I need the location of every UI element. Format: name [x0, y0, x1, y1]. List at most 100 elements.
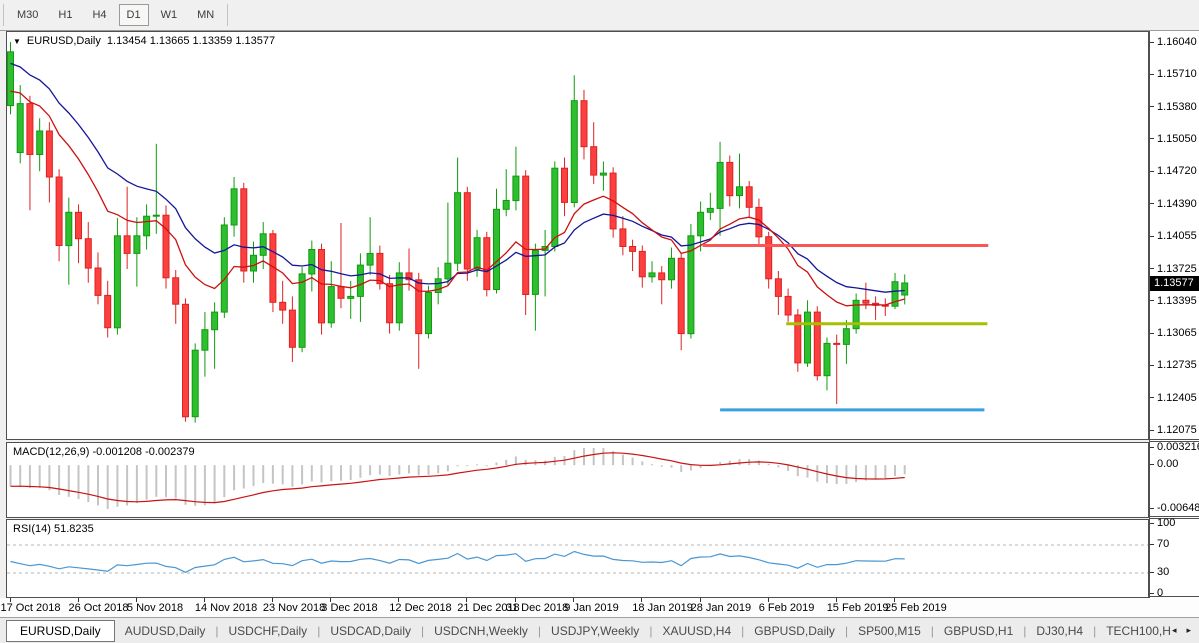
price-scale-axis[interactable]: 1.13577 1.16040 1.15710 1.15380 1.15050 1.14… — [1149, 31, 1199, 617]
date-axis-tick — [135, 598, 137, 602]
chart-tab-dj30-h4[interactable]: DJ30,H4 — [1036, 623, 1084, 638]
chart-ohlc-values: 1.13454 1.13665 1.13359 1.13577 — [106, 35, 276, 47]
macd-histogram-bar — [330, 465, 333, 482]
toolbar-separator — [227, 4, 229, 26]
date-axis-tick — [9, 598, 11, 602]
chart-tab-usdcad-daily[interactable]: USDCAD,Daily — [330, 623, 411, 638]
price-axis-label: 1.12405 — [1157, 391, 1197, 404]
macd-histogram-bar — [126, 465, 129, 506]
macd-histogram-bar — [262, 465, 265, 483]
date-axis-label: 28 Jan 2019 — [690, 602, 752, 614]
date-axis-label: 14 Nov 2018 — [194, 602, 258, 614]
macd-histogram-bar — [369, 465, 372, 476]
price-axis-label: 1.16040 — [1157, 36, 1197, 48]
tab-scroll-right-icon[interactable]: ▸ — [1186, 625, 1191, 635]
tab-separator: | — [317, 623, 321, 638]
date-axis-label: 6 Feb 2019 — [758, 602, 815, 614]
timeframe-button-w1[interactable]: W1 — [160, 9, 178, 21]
chart-tab-sp500-m15[interactable]: SP500,M15 — [858, 623, 921, 638]
timeframe-button-h4[interactable]: H4 — [92, 9, 107, 21]
macd-histogram-bar — [359, 465, 362, 478]
candle-body — [852, 299, 860, 330]
macd-histogram-bar — [67, 465, 70, 497]
candle-body — [512, 175, 520, 202]
macd-histogram-bar — [845, 465, 848, 484]
chart-tab-audusd-daily[interactable]: AUDUSD,Daily — [124, 623, 206, 638]
candle-body — [415, 279, 423, 335]
candle-body — [502, 200, 510, 210]
date-axis-label: 18 Jan 2019 — [632, 602, 693, 614]
candle-body — [774, 278, 782, 297]
macd-axis-label: -0.006485 — [1157, 502, 1199, 514]
rsi-value: 51.8235 — [53, 523, 94, 535]
macd-histogram-bar — [378, 465, 381, 475]
chart-tab-bar: EURUSD,Daily AUDUSD,Daily | USDCHF,Daily | US… — [0, 617, 1199, 643]
macd-signal-line — [10, 452, 905, 504]
date-axis-label: 21 Dec 2018 — [457, 602, 520, 614]
macd-histogram-bar — [524, 459, 527, 466]
chart-tab-tech100-h[interactable]: TECH100,H — [1106, 623, 1171, 638]
candle-body — [191, 349, 199, 418]
price-axis-tick — [1150, 235, 1154, 237]
price-axis-label: 1.14390 — [1157, 197, 1197, 210]
candle-body — [599, 172, 607, 176]
macd-histogram-bar — [87, 465, 90, 503]
price-axis-tick — [1150, 41, 1154, 43]
macd-histogram-bar — [301, 465, 304, 485]
candlestick-chart[interactable] — [7, 32, 1148, 439]
chart-tab-usdchf-daily[interactable]: USDCHF,Daily — [228, 623, 308, 638]
macd-histogram-bar — [612, 451, 615, 466]
price-axis-label: 1.13725 — [1157, 262, 1197, 275]
chart-tab-eurusd-daily[interactable]: EURUSD,Daily — [6, 619, 115, 642]
price-axis-tick — [1150, 332, 1154, 334]
candle-body — [590, 146, 598, 176]
macd-histogram-bar — [203, 465, 206, 506]
timeframe-button-d1[interactable]: D1 — [118, 4, 149, 26]
timeframe-button-mn[interactable]: MN — [197, 9, 215, 21]
candle-body — [259, 233, 267, 256]
macd-histogram-bar — [787, 465, 790, 471]
macd-chart[interactable] — [7, 443, 1148, 517]
rsi-label: RSI(14) 51.8235 — [13, 523, 94, 535]
candle-body — [842, 328, 850, 345]
macd-axis-tick — [1150, 464, 1154, 466]
chart-tab-gbpusd-h1[interactable]: GBPUSD,H1 — [943, 623, 1014, 638]
macd-histogram-bar — [281, 465, 284, 485]
candle-body — [104, 294, 112, 329]
macd-histogram-bar — [855, 465, 858, 483]
symbol-dropdown-icon[interactable]: ▼ — [13, 36, 21, 46]
rsi-chart[interactable] — [7, 520, 1148, 597]
candle-body — [279, 301, 287, 311]
tab-separator: | — [844, 623, 849, 638]
macd-histogram-bar — [796, 465, 799, 477]
chart-title: ▼ EURUSD,Daily 1.13454 1.13665 1.13359 1… — [13, 35, 275, 47]
price-axis-label: 1.12735 — [1157, 359, 1197, 372]
price-chart-panel[interactable]: ▼ EURUSD,Daily 1.13454 1.13665 1.13359 1… — [6, 31, 1149, 440]
tab-scroll-arrows: ◂ ▸ — [1172, 625, 1199, 636]
chart-tab-gbpusd-daily[interactable]: GBPUSD,Daily — [754, 623, 835, 638]
price-axis-tick — [1150, 268, 1154, 269]
macd-histogram-bar — [816, 465, 819, 482]
chart-tab-usdcnh-weekly[interactable]: USDCNH,Weekly — [434, 623, 528, 638]
price-axis-label: 1.15050 — [1157, 132, 1197, 145]
date-axis[interactable]: 17 Oct 2018 26 Oct 2018 5 Nov 2018 14 Nov 2… — [0, 598, 1199, 617]
macd-histogram-bar — [77, 465, 80, 500]
timeframe-button-h1[interactable]: H1 — [58, 9, 73, 21]
chart-tab-usdjpy-weekly[interactable]: USDJPY,Weekly — [551, 623, 640, 638]
rsi-indicator-panel[interactable]: RSI(14) 51.8235 — [6, 519, 1149, 598]
candle-body — [454, 192, 462, 264]
timeframe-button-m30[interactable]: M30 — [17, 9, 39, 21]
rsi-axis-label: 100 — [1157, 517, 1176, 529]
chart-tab-xauusd-h4[interactable]: XAUUSD,H4 — [662, 623, 732, 638]
tab-scroll-left-icon[interactable]: ◂ — [1171, 625, 1177, 635]
candle-body — [736, 186, 743, 197]
price-axis-tick — [1150, 429, 1154, 431]
macd-axis-tick — [1150, 508, 1154, 509]
candle-body — [26, 103, 34, 155]
axis-separator — [1150, 439, 1199, 440]
macd-histogram-bar — [291, 465, 294, 487]
price-axis-tick — [1150, 364, 1154, 366]
macd-indicator-panel[interactable]: MACD(12,26,9) -0.001208 -0.002379 — [6, 442, 1149, 518]
macd-histogram-bar — [767, 463, 770, 466]
candle-body — [804, 311, 811, 364]
